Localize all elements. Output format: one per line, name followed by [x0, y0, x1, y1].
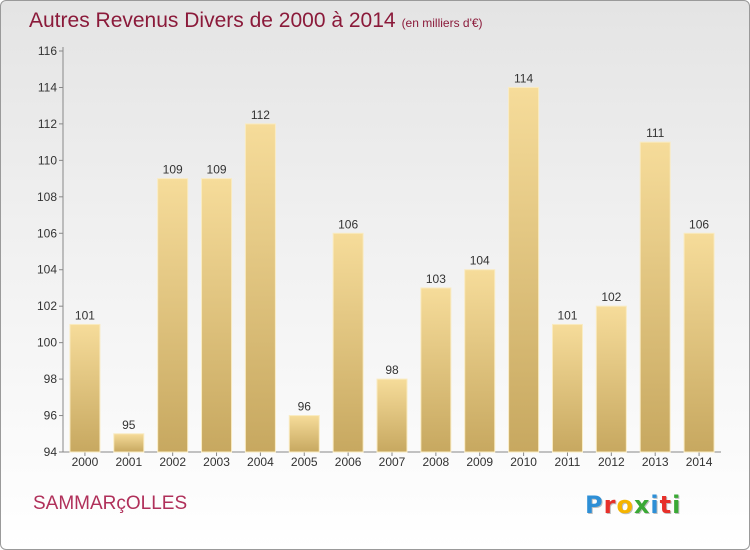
bar-2005 — [288, 415, 320, 453]
bar-2014 — [683, 232, 715, 453]
bar-2001 — [113, 433, 145, 453]
value-label-2001: 95 — [122, 418, 136, 432]
value-label-2002: 109 — [163, 163, 183, 177]
bar-2008 — [420, 287, 452, 453]
bar-2012 — [595, 305, 627, 453]
logo-letter: r — [603, 491, 617, 519]
title-text: Autres Revenus Divers de 2000 à 2014 — [29, 9, 396, 32]
value-label-2003: 109 — [207, 163, 227, 177]
value-label-2012: 102 — [601, 290, 621, 304]
bar-2009 — [464, 269, 496, 453]
value-label-2000: 101 — [75, 308, 95, 322]
x-tick-label-2012: 2012 — [598, 455, 625, 469]
bar-2010 — [508, 86, 540, 453]
x-tick-label-2004: 2004 — [247, 455, 274, 469]
y-tick-label: 104 — [37, 263, 57, 277]
x-tick-label-2003: 2003 — [203, 455, 230, 469]
y-tick-label: 116 — [38, 44, 57, 58]
x-tick-label-2000: 2000 — [72, 455, 99, 469]
value-label-2004: 112 — [251, 108, 270, 122]
chart-labels: 101 2000 95 2001 109 2002 109 2003 112 2004 96 2005… — [72, 71, 713, 469]
logo-letter: P — [585, 491, 604, 519]
x-tick-label-2013: 2013 — [642, 455, 669, 469]
logo-letter: i — [672, 491, 682, 519]
bar-2003 — [201, 178, 233, 453]
logo-letter: t — [659, 491, 673, 519]
y-tick-label: 102 — [37, 299, 57, 313]
y-tick-label: 114 — [38, 80, 57, 94]
value-label-2010: 114 — [514, 71, 533, 85]
logo-letter: o — [616, 491, 634, 519]
x-tick-label-2006: 2006 — [335, 455, 362, 469]
place-name: SAMMARçOLLES — [33, 493, 188, 514]
x-tick-label-2011: 2011 — [555, 455, 581, 469]
value-label-2008: 103 — [426, 272, 446, 286]
y-tick-label: 112 — [38, 117, 57, 131]
value-label-2005: 96 — [298, 400, 312, 414]
chart-title: Autres Revenus Divers de 2000 à 2014 (en … — [29, 9, 483, 33]
y-tick-label: 110 — [38, 153, 57, 167]
chart-bars — [69, 86, 715, 453]
y-tick-label: 94 — [44, 445, 58, 459]
bar-2006 — [332, 232, 364, 453]
y-tick-label: 106 — [37, 226, 57, 240]
bar-2007 — [376, 378, 408, 453]
x-tick-label-2010: 2010 — [510, 455, 537, 469]
value-label-2013: 111 — [646, 126, 665, 140]
bar-2000 — [69, 323, 101, 453]
logo-letter: x — [633, 491, 651, 519]
x-tick-label-2007: 2007 — [379, 455, 406, 469]
y-tick-label: 108 — [37, 190, 57, 204]
title-unit: (en milliers d'€) — [401, 16, 483, 30]
value-label-2007: 98 — [385, 363, 399, 377]
value-label-2009: 104 — [470, 254, 490, 268]
bar-2013 — [639, 141, 671, 453]
bar-2002 — [157, 178, 189, 453]
y-tick-label: 98 — [44, 372, 58, 386]
bar-2004 — [244, 123, 276, 453]
proxiti-logo: Proxiti — [585, 491, 681, 519]
y-tick-label: 100 — [37, 336, 57, 350]
x-tick-label-2008: 2008 — [423, 455, 450, 469]
value-label-2011: 101 — [557, 308, 577, 322]
bar-2011 — [551, 323, 583, 453]
value-label-2006: 106 — [338, 217, 358, 231]
x-tick-label-2009: 2009 — [466, 455, 493, 469]
logo-letter: i — [650, 491, 660, 519]
x-tick-label-2005: 2005 — [291, 455, 318, 469]
x-tick-label-2001: 2001 — [115, 455, 142, 469]
x-tick-label-2002: 2002 — [159, 455, 186, 469]
y-tick-label: 96 — [44, 409, 58, 423]
value-label-2014: 106 — [689, 217, 709, 231]
x-tick-label-2014: 2014 — [686, 455, 713, 469]
